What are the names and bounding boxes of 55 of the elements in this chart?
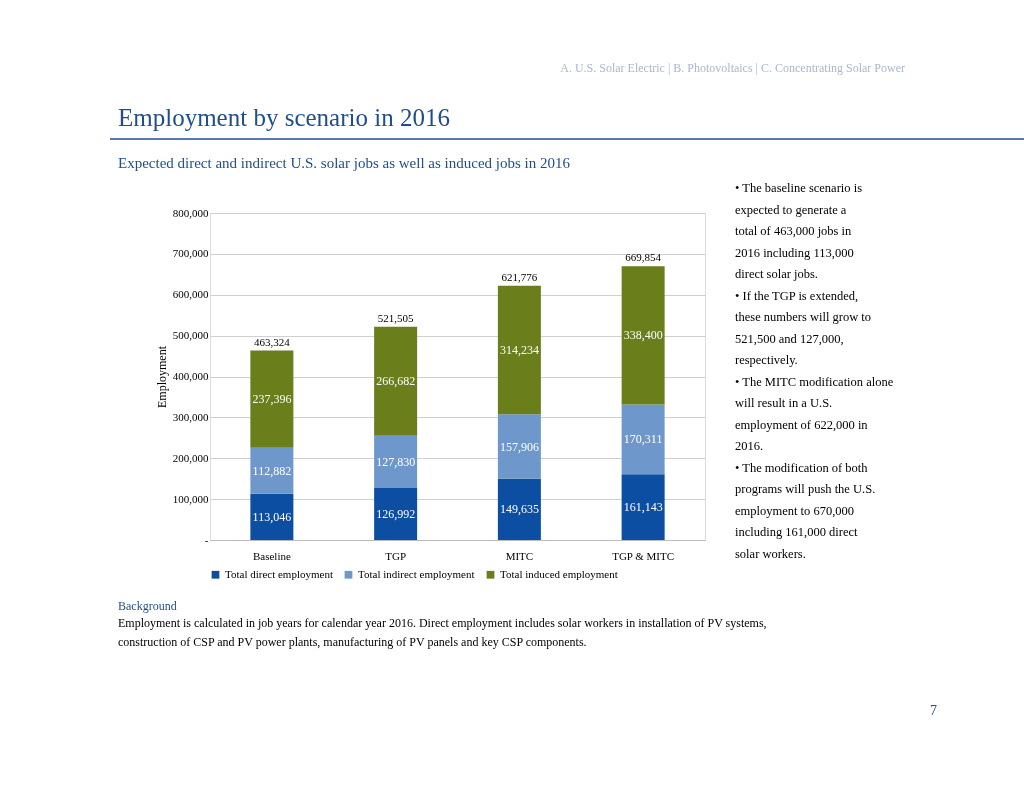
text: A. U.S. Solar Electric | B. Photovoltaics | C. Concentrating Solar Power xyxy=(560,61,905,75)
chart-title: Employment by scenario in 2016 xyxy=(118,104,450,131)
y-axis-title: Employment xyxy=(154,345,169,408)
chart-subtitle: Expected direct and indirect U.S. solar jobs as well as induced jobs in 2016 xyxy=(118,155,571,171)
total-label: 669,854 xyxy=(625,251,662,264)
data-label: 112,882 xyxy=(252,463,292,478)
y-tick-label: 500,000 xyxy=(172,329,209,342)
text: Background xyxy=(118,599,177,613)
bar xyxy=(621,404,665,475)
legend-label: Total direct employment xyxy=(225,567,333,580)
y-tick-label: 300,000 xyxy=(172,410,209,423)
y-tick-label: 400,000 xyxy=(172,370,209,382)
data-label: 113,046 xyxy=(252,509,292,524)
text: • If the TGP is extended, these numbers will grow to 521,500 and 127,000, respectively. xyxy=(735,288,872,367)
y-tick-label: 700,000 xyxy=(172,247,209,260)
y-tick-label: - xyxy=(204,533,209,546)
bar xyxy=(250,493,294,540)
data-label: 266,682 xyxy=(376,374,416,389)
data-label: 126,992 xyxy=(376,507,416,522)
data-label: 157,906 xyxy=(499,439,539,454)
legend-label: Total indirect employment xyxy=(358,567,475,580)
total-label: 463,324 xyxy=(254,335,291,348)
x-tick-label: TGP xyxy=(385,549,407,562)
y-tick-label: 600,000 xyxy=(172,288,209,301)
text: 7 xyxy=(930,703,937,718)
data-label: 149,635 xyxy=(499,502,539,517)
data-label: 161,143 xyxy=(623,500,663,515)
x-tick-label: MITC xyxy=(505,549,534,562)
text: • The baseline scenario is expected to generate a total of 463,000 jobs in 2016 including 113,000 direct solar jobs. xyxy=(735,181,863,281)
data-label: 314,234 xyxy=(499,343,539,358)
x-tick-label: TGP & MITC xyxy=(612,549,675,562)
bar xyxy=(250,447,294,494)
data-label: 338,400 xyxy=(623,328,663,343)
bar xyxy=(374,488,418,540)
x-tick-label: Baseline xyxy=(252,549,291,562)
bar xyxy=(497,285,541,415)
total-label: 521,505 xyxy=(377,311,414,324)
bar xyxy=(497,414,541,479)
text: Employment is calculated in job years for calendar year 2016. Direct employment includes solar workers in installation of PV systems, construction of CSP and PV power plants, manufacturing of PV panels and key CSP components. xyxy=(118,616,767,649)
bar xyxy=(374,435,418,489)
data-label: 237,396 xyxy=(252,392,292,407)
legend-label: Total induced employment xyxy=(500,567,618,580)
y-tick-label: 200,000 xyxy=(172,451,209,464)
text: • The MITC modification alone will result in a U.S. employment of 622,000 in 2016. xyxy=(735,374,894,453)
bar xyxy=(497,478,541,540)
total-label: 621,776 xyxy=(501,270,538,283)
y-tick-label: 800,000 xyxy=(172,206,209,219)
bar xyxy=(250,350,294,448)
data-label: 170,311 xyxy=(623,432,663,447)
data-label: 127,830 xyxy=(376,454,416,469)
bar xyxy=(621,474,665,540)
bar xyxy=(621,266,665,405)
text: • The modification of both programs will push the U.S. employment to 670,000 including 161,000 direct solar workers. xyxy=(735,460,876,561)
y-tick-label: 100,000 xyxy=(172,492,209,505)
bar xyxy=(374,326,418,436)
